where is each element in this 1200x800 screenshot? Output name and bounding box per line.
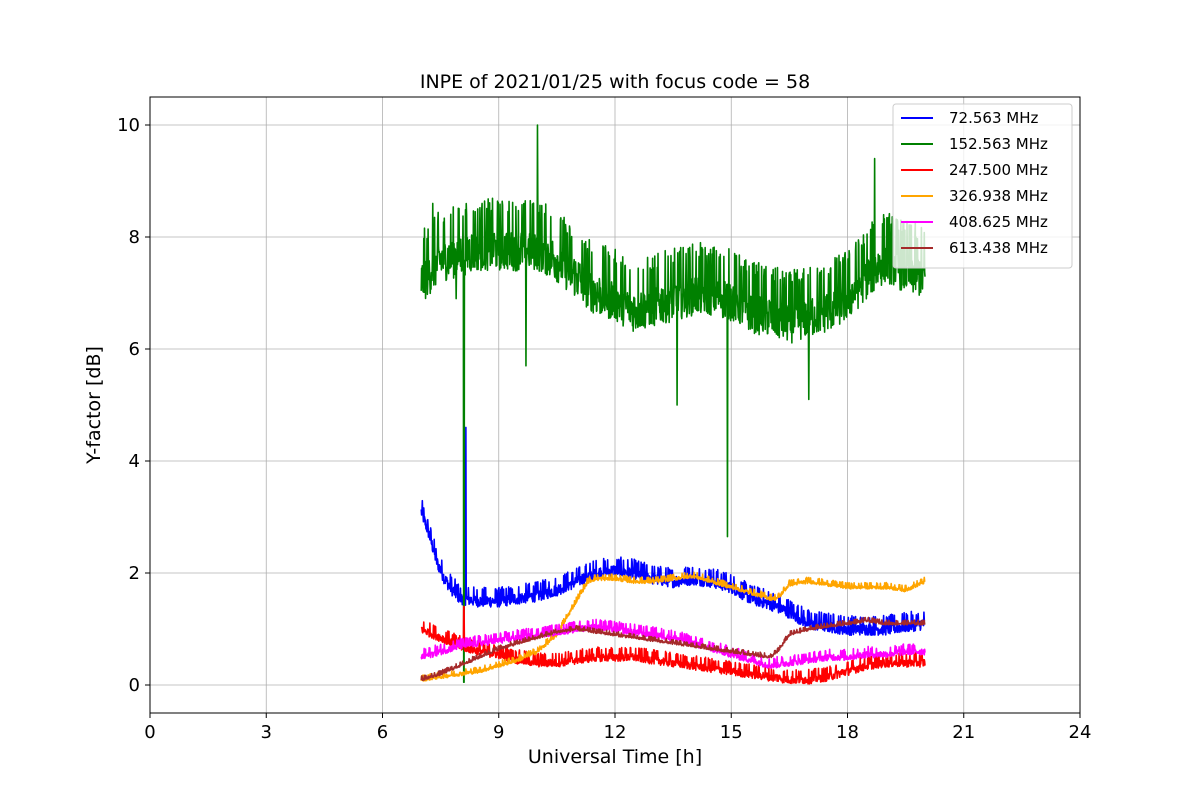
x-tick-label: 24 [1069, 722, 1092, 743]
y-tick-label: 8 [129, 227, 140, 248]
x-axis: 0 3 6 9 12 15 18 21 24 [144, 713, 1091, 743]
x-tick-label: 0 [144, 722, 155, 743]
x-tick-label: 6 [377, 722, 388, 743]
series-line [420, 571, 926, 682]
y-tick-label: 0 [129, 675, 140, 696]
x-tick-label: 9 [493, 722, 504, 743]
legend-entry: 72.563 MHz [949, 109, 1038, 127]
y-tick-label: 10 [117, 115, 140, 136]
legend-entry: 152.563 MHz [949, 135, 1048, 153]
y-tick-label: 2 [129, 563, 140, 584]
x-tick-label: 12 [604, 722, 627, 743]
y-tick-label: 6 [129, 339, 140, 360]
series-line [420, 616, 926, 682]
legend-entry: 326.938 MHz [949, 187, 1048, 205]
y-axis-label: Y-factor [dB] [83, 346, 105, 465]
series-layer [420, 124, 926, 685]
legend-box [892, 103, 1073, 269]
legend-entry: 247.500 MHz [949, 161, 1048, 179]
legend: 72.563 MHz 152.563 MHz 247.500 MHz 326.938 … [892, 103, 1073, 269]
series-line [420, 124, 926, 683]
x-tick-label: 18 [836, 722, 859, 743]
x-axis-label: Universal Time [h] [528, 746, 702, 768]
x-tick-label: 3 [261, 722, 272, 743]
x-tick-label: 15 [720, 722, 743, 743]
y-tick-label: 4 [129, 451, 140, 472]
series-line [420, 426, 926, 637]
chart-title: INPE of 2021/01/25 with focus code = 58 [420, 71, 810, 93]
series-line [420, 605, 926, 685]
x-tick-label: 21 [952, 722, 975, 743]
y-axis: 0 2 4 6 8 10 [117, 115, 150, 696]
legend-entry: 408.625 MHz [949, 213, 1048, 231]
legend-entry: 613.438 MHz [949, 239, 1048, 257]
